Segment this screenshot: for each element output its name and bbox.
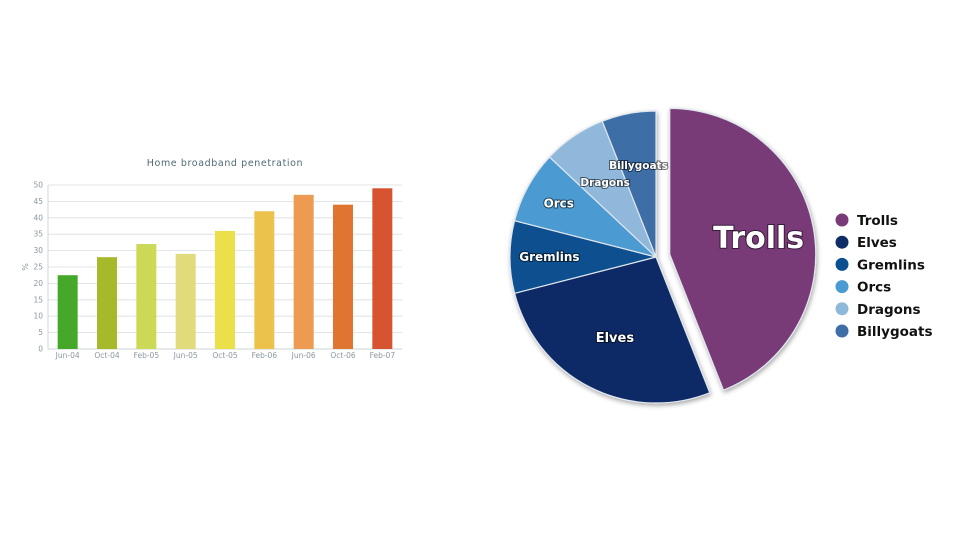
y-tick-label: 30	[33, 246, 43, 255]
pie-slice-billygoats	[601, 110, 657, 258]
y-tick-label: 50	[33, 181, 43, 190]
bar	[254, 211, 275, 349]
legend-entry: Orcs	[857, 280, 891, 296]
pie-labels: Trolls Elves Gremlins Orcs Dragons Billygoats	[518, 159, 805, 347]
pie-slice-label: Trolls	[713, 221, 804, 256]
pie-legend: Trolls Elves Gremlins Orcs Dragons Billygoats	[835, 213, 933, 340]
x-tick-label: Oct-06	[330, 351, 355, 360]
x-tick-label: Oct-05	[212, 351, 237, 360]
bar	[175, 253, 196, 349]
bar	[97, 257, 117, 349]
y-tick-label: 45	[33, 197, 43, 206]
legend-swatch	[835, 257, 849, 271]
pie-slice-label: Gremlins	[519, 250, 579, 264]
pie-slices	[509, 107, 817, 404]
legend-swatch	[835, 213, 849, 227]
y-tick-label: 25	[33, 263, 43, 272]
bar-chart-title: Home broadband penetration	[147, 158, 303, 169]
legend-entry: Billygoats	[857, 324, 933, 340]
pie-slice-elves	[513, 256, 711, 404]
pie-slice-label: Orcs	[544, 197, 574, 211]
x-tick-label: Jun-04	[55, 351, 80, 360]
y-tick-label: 15	[33, 295, 43, 304]
legend-swatch	[835, 235, 849, 249]
legend-entry: Gremlins	[857, 257, 925, 273]
x-tick-label: Feb-07	[370, 351, 396, 360]
bar	[293, 194, 314, 349]
x-tick-label: Feb-06	[252, 351, 278, 360]
legend-entry: Elves	[857, 235, 897, 251]
y-axis-label: %	[21, 263, 30, 271]
bar	[333, 204, 353, 349]
y-tick-label: 10	[33, 312, 43, 321]
bar	[57, 275, 78, 349]
legend-swatch	[835, 280, 849, 294]
y-tick-label: 35	[33, 230, 43, 239]
y-tick-label: 40	[33, 213, 43, 222]
pie-slice-label: Elves	[596, 331, 635, 346]
bar	[372, 188, 393, 349]
x-tick-label: Feb-05	[134, 351, 160, 360]
x-tick-label: Oct-04	[94, 351, 119, 360]
bar	[215, 230, 235, 349]
legend-entry: Dragons	[857, 302, 921, 318]
bar	[136, 244, 157, 349]
x-tick-label: Jun-05	[173, 351, 198, 360]
pie-slice-trolls	[669, 107, 817, 391]
legend-entry: Trolls	[857, 213, 898, 229]
legend-swatch	[835, 324, 849, 338]
y-tick-label: 20	[33, 279, 43, 288]
x-tick-label: Jun-06	[291, 351, 316, 360]
legend-swatch	[835, 302, 849, 316]
pie-slice-label: Dragons	[580, 177, 629, 189]
y-tick-label: 0	[38, 345, 43, 354]
pie-slice-label: Billygoats	[609, 160, 668, 172]
y-tick-label: 5	[38, 328, 43, 337]
